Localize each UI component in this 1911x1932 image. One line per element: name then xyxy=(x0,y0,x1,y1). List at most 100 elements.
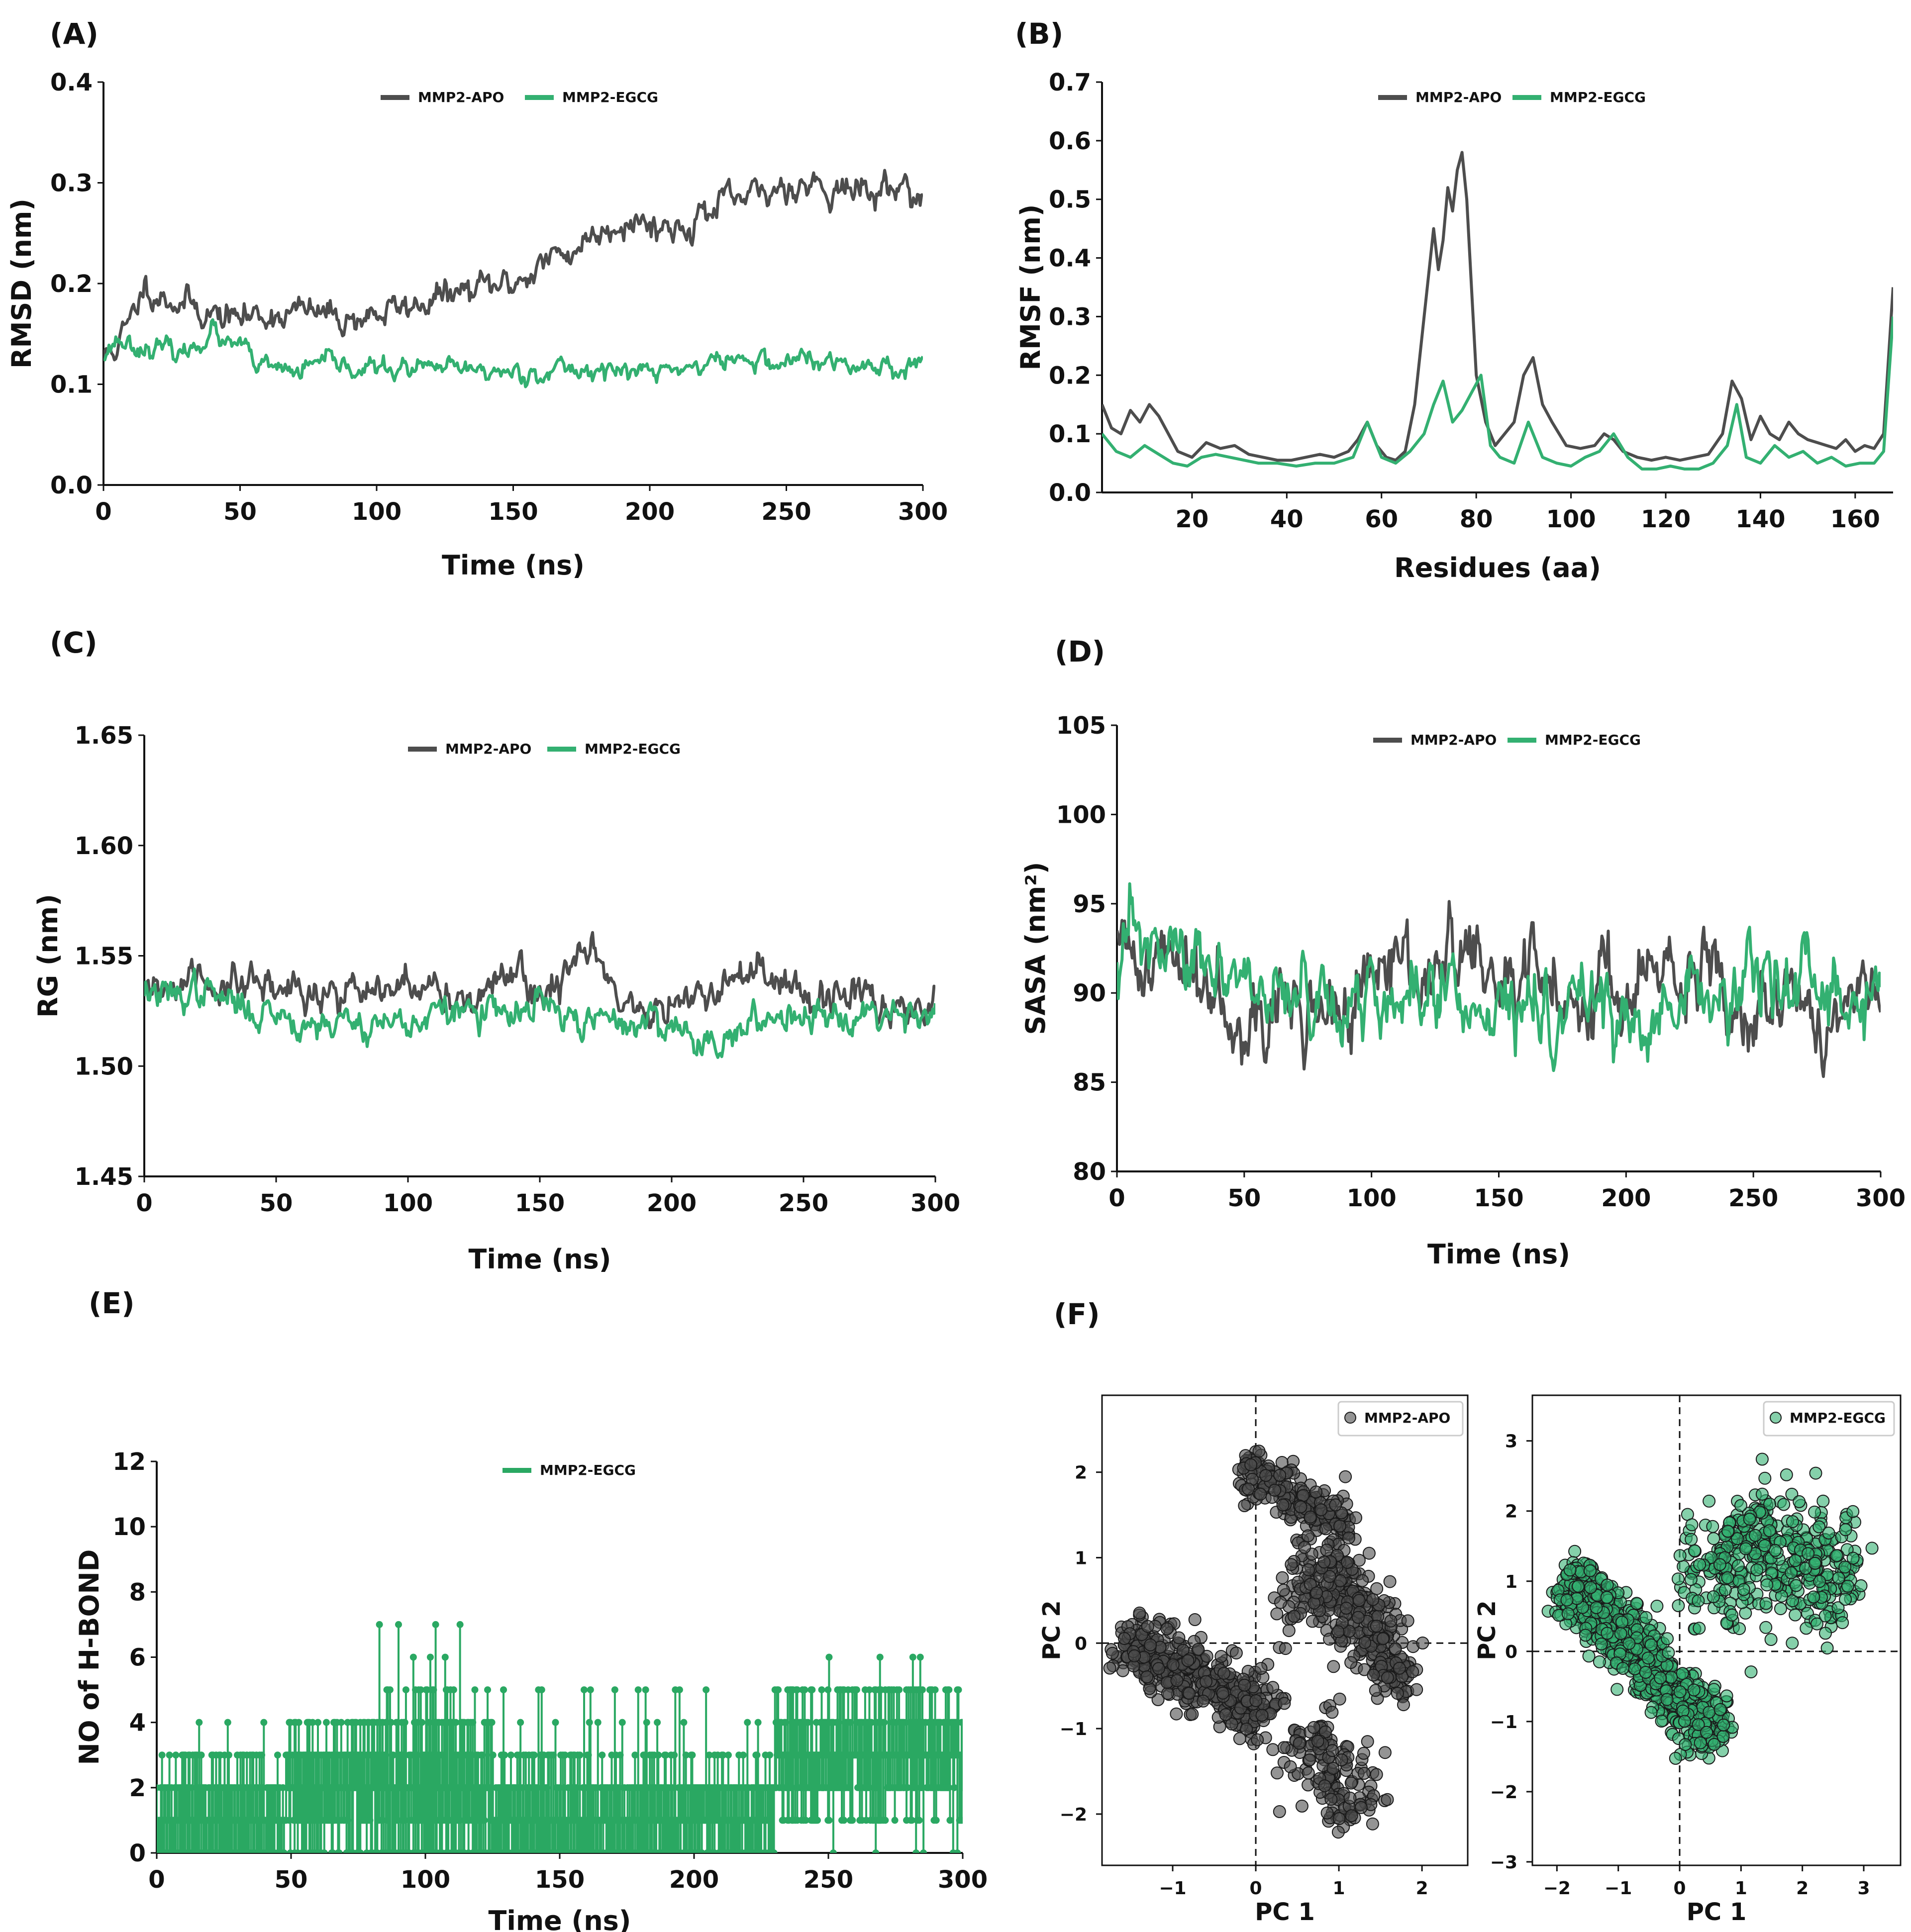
hbond-point xyxy=(866,1686,873,1694)
pca-point xyxy=(1356,1574,1369,1587)
pca-point xyxy=(1838,1560,1852,1574)
pca-point xyxy=(1151,1693,1165,1706)
pca-point xyxy=(1349,1511,1362,1525)
y-tick-label: 1.60 xyxy=(75,832,133,860)
pca-point xyxy=(1324,1793,1338,1806)
hbond-point xyxy=(500,1686,507,1694)
y-tick-label: −2 xyxy=(1060,1805,1087,1825)
hbond-point xyxy=(631,1751,639,1759)
pca-point xyxy=(1401,1614,1414,1628)
pca-point xyxy=(1590,1601,1603,1614)
pca-point xyxy=(1270,1607,1284,1621)
pca-point xyxy=(1615,1616,1628,1629)
pca-point xyxy=(1318,1779,1331,1793)
y-tick-label: 0 xyxy=(1075,1634,1087,1654)
pca-point xyxy=(1383,1575,1397,1588)
pca-point xyxy=(1370,1620,1383,1633)
panel-label-e: (E) xyxy=(89,1286,135,1320)
hbond-point xyxy=(931,1686,939,1694)
x-tick-label: 1 xyxy=(1735,1878,1747,1899)
hbond-point xyxy=(682,1751,690,1759)
pca-point xyxy=(1661,1632,1674,1645)
y-tick-label: 1 xyxy=(1075,1548,1087,1568)
y-tick-label: −1 xyxy=(1490,1712,1517,1733)
pca-point xyxy=(1357,1746,1370,1760)
x-tick-label: 250 xyxy=(761,498,811,526)
pca-point xyxy=(1331,1826,1345,1839)
y-tick-label: 0.1 xyxy=(50,371,93,399)
pca-point xyxy=(1288,1610,1301,1623)
pca-point xyxy=(1302,1778,1315,1792)
pca-point xyxy=(1317,1555,1331,1569)
hbond-point xyxy=(337,1719,345,1726)
pca-point xyxy=(1614,1627,1627,1641)
y-axis-title: SASA (nm²) xyxy=(1020,862,1051,1035)
hbond-point xyxy=(689,1751,696,1759)
hbond-point xyxy=(314,1719,321,1726)
hbond-point xyxy=(388,1719,395,1726)
pca-points xyxy=(1103,1445,1429,1839)
pca-point xyxy=(1183,1687,1196,1700)
pca-point xyxy=(1846,1551,1860,1565)
x-tick-label: 300 xyxy=(1856,1184,1906,1212)
y-tick-label: 105 xyxy=(1056,712,1106,740)
y-tick-label: 0.5 xyxy=(1049,186,1091,214)
hbond-point xyxy=(323,1719,330,1726)
pca-point xyxy=(1369,1684,1382,1697)
pca-point xyxy=(1816,1494,1830,1508)
pca-point xyxy=(1601,1578,1614,1592)
pca-point xyxy=(1677,1560,1690,1573)
x-tick-label: −1 xyxy=(1605,1878,1632,1899)
legend-label: MMP2-APO xyxy=(1364,1410,1450,1426)
y-tick-label: 90 xyxy=(1073,979,1106,1007)
pca-point xyxy=(1630,1597,1643,1610)
pca-point xyxy=(1730,1532,1744,1546)
legend-label: MMP2-EGCG xyxy=(562,89,658,105)
pca-point xyxy=(1560,1593,1574,1607)
pca-point xyxy=(1818,1609,1832,1623)
pca-point xyxy=(1755,1452,1769,1466)
pca-point xyxy=(1790,1579,1803,1592)
pca-point xyxy=(1279,1642,1292,1655)
pca-point xyxy=(1141,1620,1154,1633)
pca-point xyxy=(1673,1549,1687,1562)
pca-point xyxy=(1397,1698,1410,1712)
pca-point xyxy=(1335,1753,1348,1766)
pca-point xyxy=(1329,1498,1342,1512)
legend-label: MMP2-APO xyxy=(1410,732,1497,748)
x-tick-label: 150 xyxy=(515,1189,565,1217)
y-tick-label: 1.45 xyxy=(75,1163,133,1191)
pca-point xyxy=(1758,1471,1772,1485)
pca-point xyxy=(1254,1662,1268,1675)
pca-point xyxy=(1259,1469,1273,1482)
hbond-point xyxy=(452,1719,460,1726)
hbond-point xyxy=(955,1686,962,1694)
pca-point xyxy=(1238,1499,1251,1512)
pca-point xyxy=(1367,1668,1380,1682)
panel-label-f: (F) xyxy=(1054,1297,1100,1331)
hbond-point xyxy=(896,1686,903,1694)
hbond-point xyxy=(456,1621,464,1628)
legend: MMP2-APO MMP2-EGCG xyxy=(408,741,681,757)
pca-point xyxy=(1361,1735,1374,1748)
pca-point xyxy=(1362,1546,1376,1560)
pca-point xyxy=(1830,1549,1843,1562)
pca-point xyxy=(1808,1556,1821,1570)
x-tick-label: 0 xyxy=(148,1866,165,1894)
pca-point xyxy=(1354,1801,1368,1814)
pca-point xyxy=(1170,1674,1184,1687)
hbond-point xyxy=(418,1719,425,1726)
pca-point xyxy=(1268,1483,1282,1497)
pca-point xyxy=(1306,1615,1319,1628)
pca-point xyxy=(1266,1681,1280,1694)
pca-point xyxy=(1600,1591,1613,1604)
hbond-point xyxy=(507,1751,514,1759)
hbond-point xyxy=(719,1751,727,1759)
hbond-point xyxy=(409,1653,417,1661)
pca-point xyxy=(1271,1766,1284,1780)
pca-point xyxy=(1721,1571,1734,1584)
x-tick-label: 100 xyxy=(383,1189,433,1217)
pca-point xyxy=(1593,1655,1606,1668)
pca-point xyxy=(1176,1643,1190,1657)
x-tick-label: 200 xyxy=(647,1189,697,1217)
